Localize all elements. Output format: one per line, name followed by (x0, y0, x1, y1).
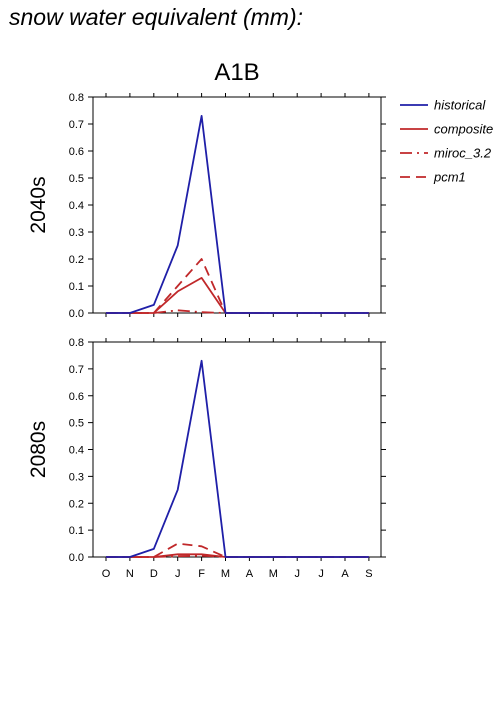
page-title: snow water equivalent (mm): (9, 4, 303, 30)
x-tick-label: A (246, 568, 254, 580)
y-tick-label: 0.2 (69, 254, 84, 266)
y-tick-label: 0.7 (69, 119, 84, 131)
plot-frame (92, 341, 382, 558)
y-tick-label: 0.0 (69, 308, 84, 320)
y-tick-label: 0.2 (69, 498, 84, 510)
y-tick-label: 0.1 (69, 525, 84, 537)
x-tick-label: F (198, 568, 205, 580)
y-tick-label: 0.7 (69, 364, 84, 376)
row-label-2040s: 2040s (27, 176, 50, 233)
y-tick-label: 0.3 (69, 471, 84, 483)
plot-frame (92, 96, 382, 314)
series-line-historical (106, 359, 369, 558)
y-tick-label: 0.4 (69, 200, 84, 212)
x-tick-label: J (175, 568, 181, 580)
legend-label-miroc_3.2: miroc_3.2 (434, 146, 492, 161)
legend-label-historical: historical (434, 98, 486, 113)
legend-label-composite: composite (434, 122, 493, 137)
x-tick-label: M (221, 568, 230, 580)
y-tick-label: 0.3 (69, 227, 84, 239)
row-label-2080s: 2080s (27, 421, 50, 478)
y-tick-label: 0.8 (69, 92, 84, 104)
y-tick-label: 0.0 (69, 552, 84, 564)
y-tick-label: 0.8 (69, 337, 84, 349)
x-tick-label: D (150, 568, 158, 580)
y-tick-label: 0.5 (69, 418, 84, 430)
x-tick-label: J (294, 568, 300, 580)
legend-label-pcm1: pcm1 (433, 170, 466, 185)
x-tick-label: A (341, 568, 349, 580)
x-tick-label: S (365, 568, 372, 580)
y-tick-label: 0.1 (69, 281, 84, 293)
x-tick-label: N (126, 568, 134, 580)
series-line-pcm1 (106, 542, 369, 558)
x-tick-label: O (102, 568, 111, 580)
y-tick-label: 0.4 (69, 445, 84, 457)
x-tick-label: J (318, 568, 324, 580)
series-line-pcm1 (106, 258, 369, 314)
y-tick-label: 0.5 (69, 173, 84, 185)
y-tick-label: 0.6 (69, 146, 84, 158)
series-line-historical (106, 115, 369, 314)
scenario-title: A1B (214, 59, 259, 86)
x-tick-label: M (269, 568, 278, 580)
y-tick-label: 0.6 (69, 391, 84, 403)
